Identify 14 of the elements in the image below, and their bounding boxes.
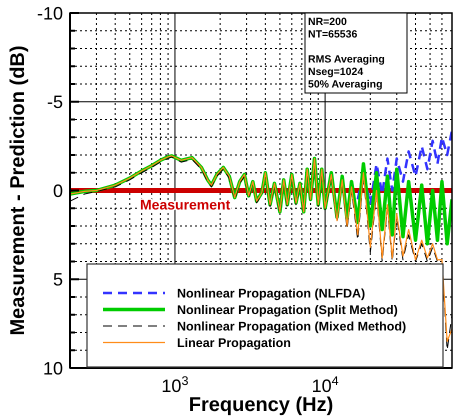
- y-tick-label: 10: [42, 358, 63, 378]
- legend-label: Nonlinear Propagation (Mixed Method): [177, 319, 406, 334]
- text: NR=200 NT=65536 RMS Averaging Nseg=1024 50% Averaging: [308, 16, 385, 90]
- y-tick-label: -5: [46, 92, 63, 112]
- y-tick-label: 5: [52, 270, 63, 290]
- legend-label: Nonlinear Propagation (Split Method): [177, 302, 398, 317]
- x-tick-label: 10$^{4}$: [312, 374, 339, 396]
- x-axis-title: Frequency (Hz): [188, 394, 334, 416]
- y-tick-label: -10: [36, 3, 63, 24]
- y-tick-label: 0: [52, 180, 63, 201]
- legend-label: Nonlinear Propagation (NLFDA): [177, 286, 366, 300]
- x-tick-label: 10$^{3}$: [161, 374, 188, 396]
- legend-label: Linear Propagation: [177, 336, 291, 350]
- y-axis-title: Measurement - Prediction (dB): [7, 45, 29, 336]
